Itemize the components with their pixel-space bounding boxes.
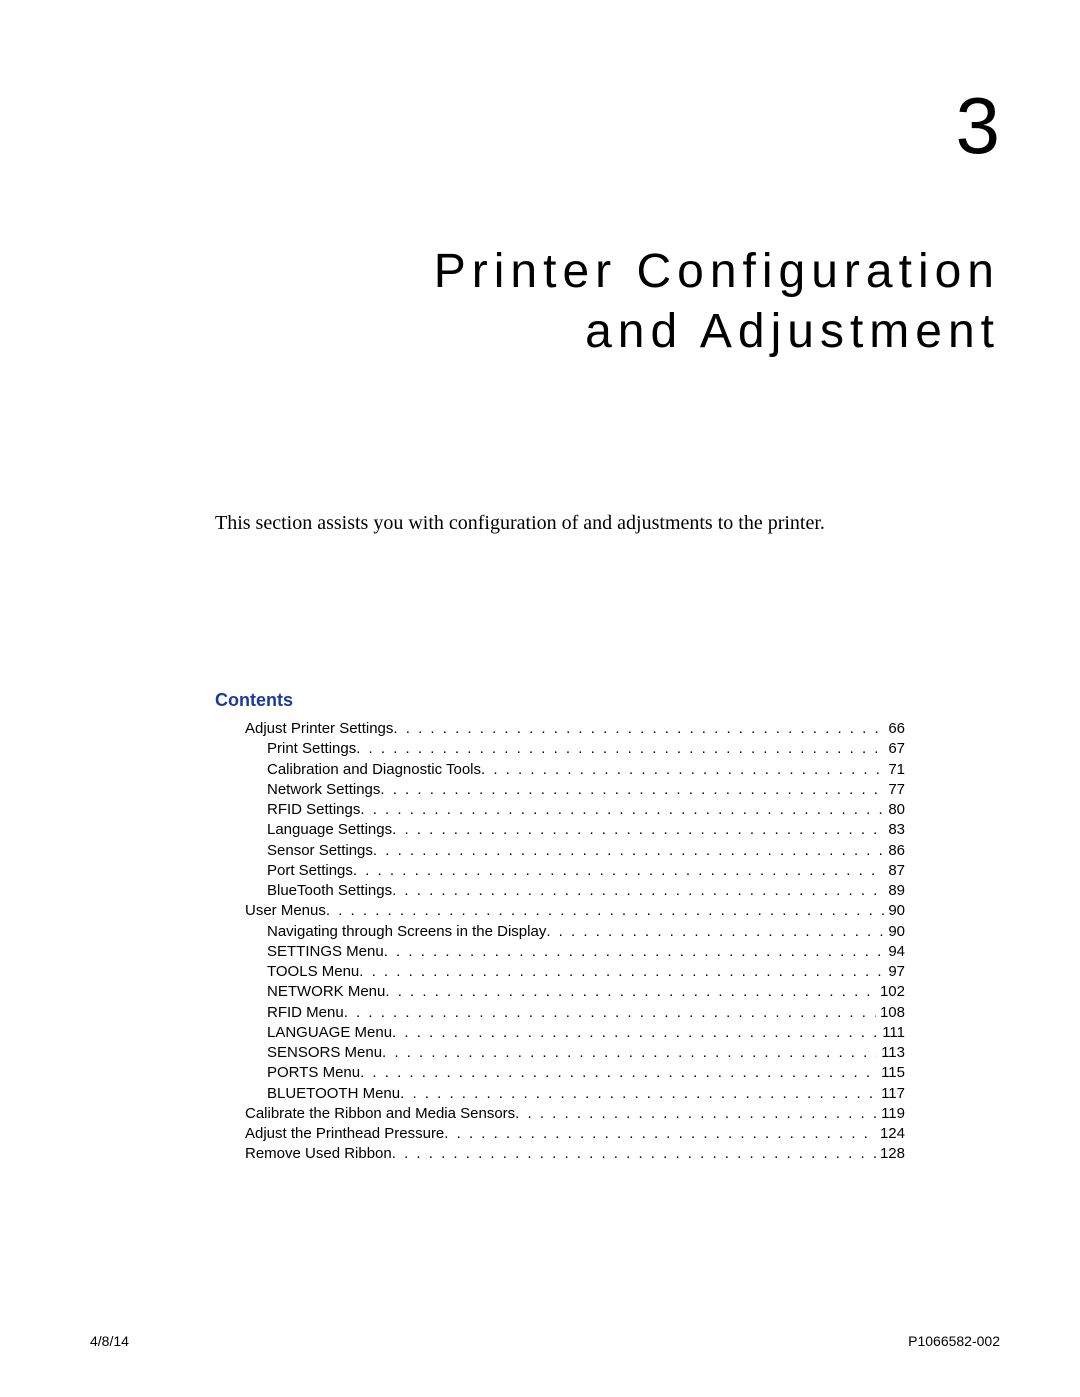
toc-leader-dots bbox=[380, 780, 884, 800]
intro-text: This section assists you with configurat… bbox=[215, 512, 1000, 535]
toc-leader-dots bbox=[382, 1043, 877, 1063]
toc-leader-dots bbox=[356, 739, 884, 759]
toc-leader-dots bbox=[359, 962, 884, 982]
toc-label: RFID Settings bbox=[267, 800, 360, 820]
toc-leader-dots bbox=[400, 1084, 877, 1104]
toc-page-number: 90 bbox=[884, 901, 905, 921]
toc-label: Port Settings bbox=[267, 861, 353, 881]
toc-leader-dots bbox=[392, 1144, 876, 1164]
toc-row[interactable]: Remove Used Ribbon 128 bbox=[245, 1144, 905, 1164]
toc-page-number: 94 bbox=[884, 942, 905, 962]
toc-page-number: 108 bbox=[876, 1003, 905, 1023]
toc-label: Calibrate the Ribbon and Media Sensors bbox=[245, 1104, 515, 1124]
toc-leader-dots bbox=[360, 800, 884, 820]
toc-label: Adjust the Printhead Pressure bbox=[245, 1124, 444, 1144]
toc-page-number: 77 bbox=[884, 780, 905, 800]
toc-row[interactable]: LANGUAGE Menu 111 bbox=[245, 1023, 905, 1043]
toc-label: NETWORK Menu bbox=[267, 982, 385, 1002]
toc-leader-dots bbox=[344, 1003, 876, 1023]
toc-row[interactable]: Port Settings 87 bbox=[245, 861, 905, 881]
toc-page-number: 128 bbox=[876, 1144, 905, 1164]
toc-page-number: 111 bbox=[878, 1023, 905, 1043]
toc-leader-dots bbox=[393, 719, 884, 739]
toc-page-number: 71 bbox=[884, 760, 905, 780]
toc-leader-dots bbox=[326, 901, 884, 921]
toc-label: Adjust Printer Settings bbox=[245, 719, 393, 739]
toc-leader-dots bbox=[373, 841, 884, 861]
toc-label: Remove Used Ribbon bbox=[245, 1144, 392, 1164]
toc-row[interactable]: SETTINGS Menu 94 bbox=[245, 942, 905, 962]
toc-row[interactable]: BlueTooth Settings 89 bbox=[245, 881, 905, 901]
toc-page-number: 89 bbox=[884, 881, 905, 901]
toc-page-number: 80 bbox=[884, 800, 905, 820]
toc-label: Print Settings bbox=[267, 739, 356, 759]
toc-leader-dots bbox=[384, 942, 885, 962]
toc-page-number: 86 bbox=[884, 841, 905, 861]
toc-row[interactable]: Adjust the Printhead Pressure 124 bbox=[245, 1124, 905, 1144]
toc-leader-dots bbox=[392, 881, 884, 901]
toc-page-number: 117 bbox=[877, 1084, 905, 1104]
toc-page-number: 90 bbox=[884, 922, 905, 942]
toc-label: Navigating through Screens in the Displa… bbox=[267, 922, 546, 942]
toc-row[interactable]: Print Settings 67 bbox=[245, 739, 905, 759]
toc-page-number: 102 bbox=[876, 982, 905, 1002]
toc-leader-dots bbox=[481, 760, 884, 780]
toc-row[interactable]: PORTS Menu 115 bbox=[245, 1063, 905, 1083]
toc-leader-dots bbox=[353, 861, 884, 881]
toc-page-number: 87 bbox=[884, 861, 905, 881]
toc-row[interactable]: BLUETOOTH Menu 117 bbox=[245, 1084, 905, 1104]
toc-label: SETTINGS Menu bbox=[267, 942, 384, 962]
toc-label: LANGUAGE Menu bbox=[267, 1023, 392, 1043]
toc-row[interactable]: User Menus 90 bbox=[245, 901, 905, 921]
chapter-title: Printer Configuration and Adjustment bbox=[80, 242, 1000, 362]
chapter-title-line2: and Adjustment bbox=[585, 305, 1000, 358]
toc-row[interactable]: Language Settings 83 bbox=[245, 820, 905, 840]
toc-label: SENSORS Menu bbox=[267, 1043, 382, 1063]
toc-page-number: 113 bbox=[877, 1043, 905, 1063]
toc-label: RFID Menu bbox=[267, 1003, 344, 1023]
toc-row[interactable]: RFID Menu 108 bbox=[245, 1003, 905, 1023]
toc-label: Calibration and Diagnostic Tools bbox=[267, 760, 481, 780]
toc-page-number: 83 bbox=[884, 820, 905, 840]
toc-leader-dots bbox=[444, 1124, 876, 1144]
toc-page-number: 67 bbox=[884, 739, 905, 759]
toc-label: TOOLS Menu bbox=[267, 962, 359, 982]
toc-page-number: 66 bbox=[884, 719, 905, 739]
toc-page-number: 124 bbox=[876, 1124, 905, 1144]
toc-leader-dots bbox=[392, 820, 884, 840]
toc-label: BlueTooth Settings bbox=[267, 881, 392, 901]
toc-leader-dots bbox=[360, 1063, 877, 1083]
toc-row[interactable]: SENSORS Menu 113 bbox=[245, 1043, 905, 1063]
toc-label: Network Settings bbox=[267, 780, 380, 800]
toc-label: PORTS Menu bbox=[267, 1063, 360, 1083]
toc-row[interactable]: NETWORK Menu 102 bbox=[245, 982, 905, 1002]
toc-row[interactable]: RFID Settings 80 bbox=[245, 800, 905, 820]
toc-page-number: 115 bbox=[877, 1063, 905, 1083]
toc-row[interactable]: Sensor Settings 86 bbox=[245, 841, 905, 861]
toc-leader-dots bbox=[385, 982, 876, 1002]
toc-label: User Menus bbox=[245, 901, 326, 921]
toc-leader-dots bbox=[392, 1023, 878, 1043]
toc-row[interactable]: TOOLS Menu 97 bbox=[245, 962, 905, 982]
toc-row[interactable]: Network Settings 77 bbox=[245, 780, 905, 800]
toc-leader-dots bbox=[515, 1104, 877, 1124]
toc-leader-dots bbox=[546, 922, 884, 942]
toc-label: BLUETOOTH Menu bbox=[267, 1084, 400, 1104]
toc-row[interactable]: Adjust Printer Settings 66 bbox=[245, 719, 905, 739]
page-footer: 4/8/14 P1066582-002 bbox=[90, 1333, 1000, 1349]
toc-row[interactable]: Calibration and Diagnostic Tools 71 bbox=[245, 760, 905, 780]
page: 3 Printer Configuration and Adjustment T… bbox=[0, 0, 1080, 1397]
table-of-contents: Adjust Printer Settings 66 Print Settings 6… bbox=[245, 719, 905, 1165]
footer-date: 4/8/14 bbox=[90, 1333, 129, 1349]
toc-label: Sensor Settings bbox=[267, 841, 373, 861]
chapter-number: 3 bbox=[80, 80, 1000, 172]
contents-heading: Contents bbox=[215, 690, 1000, 711]
toc-row[interactable]: Calibrate the Ribbon and Media Sensors 11… bbox=[245, 1104, 905, 1124]
toc-label: Language Settings bbox=[267, 820, 392, 840]
footer-docid: P1066582-002 bbox=[908, 1333, 1000, 1349]
toc-page-number: 97 bbox=[884, 962, 905, 982]
toc-page-number: 119 bbox=[877, 1104, 905, 1124]
toc-row[interactable]: Navigating through Screens in the Displa… bbox=[245, 922, 905, 942]
chapter-title-line1: Printer Configuration bbox=[434, 245, 1000, 298]
